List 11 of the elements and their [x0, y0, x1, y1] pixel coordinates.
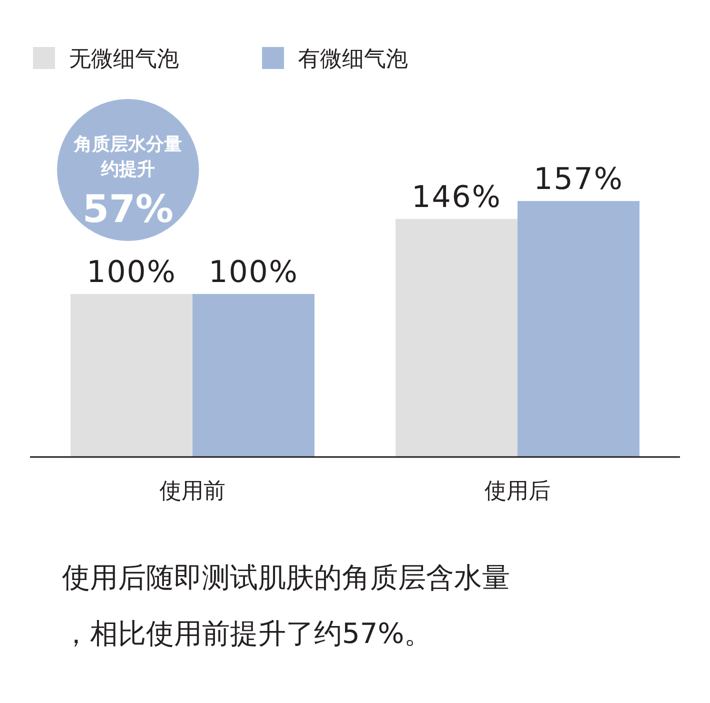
- text: 使用后随即测试肌肤的角质层含水量，相比使用前提升了约57%。: [62, 561, 510, 650]
- x-tick-label: 使用前: [160, 479, 226, 504]
- legend-label: 无微细气泡: [69, 47, 179, 72]
- x-tick-label: 使用后: [484, 479, 550, 504]
- badge: 角质层水分量 约提升 57%: [57, 99, 199, 241]
- data-label: 100%: [86, 254, 176, 290]
- data-label: 146%: [412, 180, 502, 215]
- annotation: 57%: [82, 187, 174, 231]
- data-label: 157%: [534, 162, 624, 197]
- legend-label: 有微细气泡: [298, 47, 408, 72]
- data-label: 100%: [208, 254, 298, 290]
